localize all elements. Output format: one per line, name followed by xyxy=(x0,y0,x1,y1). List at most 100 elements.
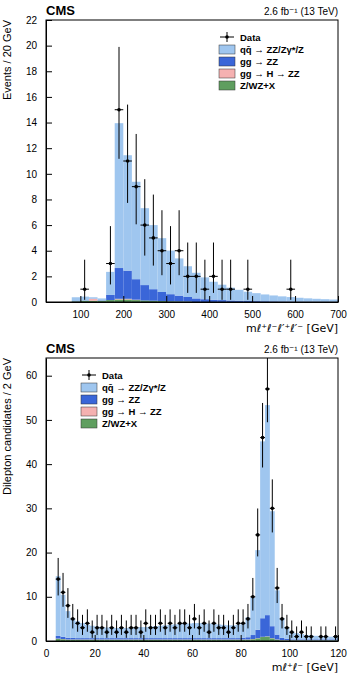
error-bar xyxy=(72,604,73,628)
tick: 60 xyxy=(26,370,52,381)
data-point xyxy=(115,630,119,634)
tick: 10 xyxy=(26,591,52,602)
histogram-bar xyxy=(98,300,107,301)
legend-label: qq̄ → ZZ/Zγ*/Z xyxy=(240,44,304,55)
tick-mark xyxy=(46,20,52,21)
histogram-bar xyxy=(72,297,81,301)
tick: 50 xyxy=(26,415,52,426)
tick-label: 12 xyxy=(26,143,38,154)
page: 1002003004005006007000246810121416182022… xyxy=(0,0,348,677)
histogram-bar xyxy=(109,639,114,640)
error-bar xyxy=(136,134,137,224)
error-bar xyxy=(140,620,141,637)
histogram-bar xyxy=(100,638,105,639)
histogram-bar xyxy=(226,638,231,639)
histogram-bar xyxy=(104,639,109,640)
tick-label: 500 xyxy=(244,309,261,320)
data-point xyxy=(100,626,104,630)
error-bar xyxy=(222,260,223,300)
legend-box xyxy=(214,28,332,94)
histogram-bar xyxy=(202,638,207,639)
tick-mark xyxy=(46,199,52,200)
legend: Dataqq̄ → ZZ/Zγ*/Zgg → ZZgg → H → ZZZ/WZ… xyxy=(76,366,194,432)
histogram-bar xyxy=(89,297,98,298)
data-point xyxy=(295,635,299,639)
histogram-bar xyxy=(255,630,260,638)
tick-mark xyxy=(95,635,96,641)
data-point xyxy=(139,630,143,634)
data-point xyxy=(186,275,190,279)
histogram-bar xyxy=(314,636,319,640)
error-bar xyxy=(165,615,166,635)
tick: 40 xyxy=(26,459,52,470)
legend-entry: Z/WZ+X xyxy=(219,80,276,91)
error-bar xyxy=(272,479,273,532)
error-bar xyxy=(230,260,231,300)
data-point xyxy=(290,630,294,634)
data-point xyxy=(309,635,313,639)
histogram-bar xyxy=(148,639,153,640)
error-bar xyxy=(131,615,132,635)
data-point xyxy=(251,595,255,599)
histogram-bar xyxy=(85,638,90,639)
histogram-bar xyxy=(211,639,216,640)
error-bar xyxy=(155,615,156,635)
legend-label: Z/WZ+X xyxy=(240,80,276,91)
histogram-bar xyxy=(265,615,270,636)
error-bar xyxy=(150,615,151,635)
error-bar xyxy=(111,615,112,635)
tick-label: 20 xyxy=(26,547,38,558)
tick: 0 xyxy=(31,636,52,647)
tick-label: 16 xyxy=(26,92,38,103)
histogram-bar xyxy=(235,290,244,301)
tick-mark xyxy=(166,296,167,302)
legend-entry: qq̄ → ZZ/Zγ*/Z xyxy=(81,382,166,393)
histogram-bar xyxy=(114,638,119,639)
histogram-bar xyxy=(182,639,187,640)
subtitle: 2.6 fb⁻¹ (13 TeV) xyxy=(264,344,338,355)
tick-mark xyxy=(46,420,52,421)
histogram-bar xyxy=(265,405,270,615)
tick: 16 xyxy=(26,92,52,103)
error-bar xyxy=(301,620,302,637)
tick: 20 xyxy=(90,635,102,659)
tick-mark xyxy=(46,553,52,554)
histogram-bar xyxy=(109,638,114,639)
error-bar xyxy=(290,260,291,300)
data-point xyxy=(324,635,328,639)
histogram-bar xyxy=(231,639,236,640)
error-bar xyxy=(252,578,253,611)
legend-swatch xyxy=(219,69,235,78)
error-bar xyxy=(160,609,161,631)
tick: 40 xyxy=(138,635,150,659)
data-point xyxy=(134,185,138,189)
data-point xyxy=(159,622,163,626)
tick-label: 100 xyxy=(281,648,298,659)
data-point xyxy=(169,262,173,266)
data-point xyxy=(289,287,293,291)
data-point xyxy=(66,604,70,608)
legend-swatch xyxy=(81,383,97,392)
histogram-bar xyxy=(134,639,139,640)
tick-label: 10 xyxy=(26,591,38,602)
tick-label: 4 xyxy=(31,245,37,256)
data-point xyxy=(198,626,202,630)
tick: 4 xyxy=(31,245,52,256)
histogram-bar xyxy=(80,638,85,639)
y-axis-title: Dilepton candidates / 2 GeV xyxy=(1,357,13,495)
data-point xyxy=(212,622,216,626)
tick: 14 xyxy=(26,117,52,128)
error-bar xyxy=(196,243,197,293)
histogram-bar xyxy=(140,285,149,300)
histogram-bar xyxy=(98,298,107,300)
data-point xyxy=(126,159,130,163)
histogram-bar xyxy=(89,299,98,301)
tick-label: 8 xyxy=(31,194,37,205)
data-point xyxy=(90,630,94,634)
legend-entry: Data xyxy=(220,32,261,43)
error-bar xyxy=(194,604,195,628)
tick-mark xyxy=(338,635,339,641)
data-point xyxy=(236,622,240,626)
data-point xyxy=(334,635,338,639)
data-points xyxy=(56,358,338,640)
